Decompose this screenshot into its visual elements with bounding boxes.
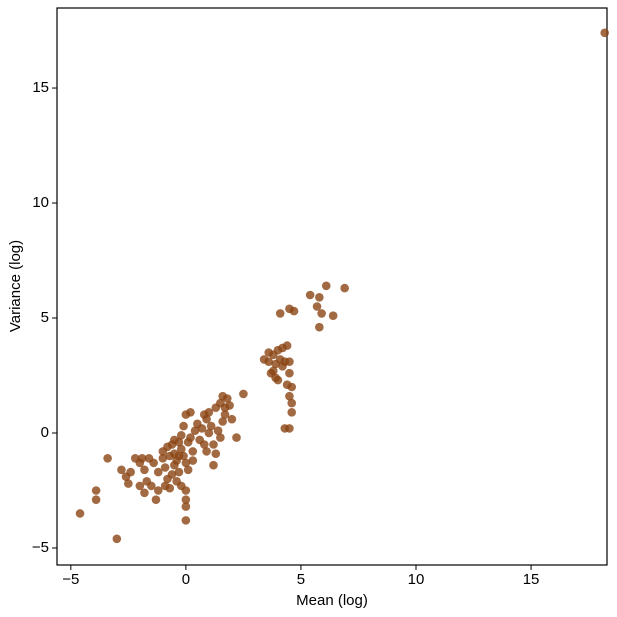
point [124,479,133,488]
point [282,341,292,350]
point [264,348,274,357]
x-tick-label: 0 [182,571,190,588]
point [112,534,122,544]
y-tick-label: 10 [32,194,49,211]
point [140,488,149,498]
point [204,407,214,417]
x-tick-label: 10 [408,571,425,588]
y-tick-label: 5 [41,309,49,326]
y-axis-label: Variance (log) [7,240,24,332]
point [181,495,191,504]
point [317,309,326,318]
point [315,322,324,332]
point [264,357,274,367]
point [103,453,112,463]
point [278,362,287,371]
x-tick-label: 15 [523,571,540,588]
point [186,407,195,417]
point [144,453,154,463]
point [206,421,216,431]
point [91,495,101,504]
point [190,426,200,435]
point [179,421,188,431]
y-tick-label: −5 [32,539,49,556]
plot-frame [56,7,608,566]
point [287,398,297,408]
point [289,306,299,316]
point [170,460,179,470]
point [209,440,218,449]
point [287,382,297,392]
point [285,368,294,378]
point [188,456,198,465]
x-tick-label: −5 [62,571,79,588]
point [227,414,237,424]
point [204,428,214,438]
point [218,417,227,426]
point [239,389,248,399]
point [220,410,230,419]
point [193,419,202,429]
point [188,447,198,456]
point [183,465,193,475]
point [160,463,170,472]
point [305,290,315,300]
point [75,509,85,518]
point [275,309,285,318]
point [174,451,184,461]
point [170,435,179,445]
point [176,481,186,491]
point [321,281,331,291]
point [199,440,209,449]
point [211,449,221,458]
point [213,426,223,435]
point [147,481,156,491]
point [312,302,322,311]
point [153,467,163,477]
point [181,516,191,525]
point [160,481,170,491]
point [328,311,338,321]
point [273,375,283,385]
point [211,403,221,412]
point [158,453,168,463]
point [181,502,191,511]
point [209,460,218,470]
point [315,293,324,302]
point [151,495,161,504]
point [285,391,294,401]
point [600,28,609,38]
point [117,465,126,475]
point [181,458,191,468]
point [135,481,145,491]
point [218,391,227,401]
y-tick-label: 15 [32,79,49,96]
point [225,401,234,410]
point [158,447,168,456]
point [167,470,177,479]
point [232,433,241,442]
point [285,424,294,433]
point [271,359,280,369]
point [176,430,186,440]
point [176,444,186,454]
point [140,465,149,475]
point [216,433,225,442]
x-tick-label: 5 [297,571,305,588]
point [340,283,349,293]
point [126,467,135,477]
point [202,447,211,456]
x-axis-label: Mean (log) [296,592,368,609]
point [165,451,175,461]
point [137,453,147,463]
point [153,486,163,495]
point [91,486,101,495]
point [174,467,184,477]
point [287,407,297,417]
point [269,366,278,376]
point [186,433,195,442]
y-tick-label: 0 [41,424,49,441]
point [285,357,294,367]
